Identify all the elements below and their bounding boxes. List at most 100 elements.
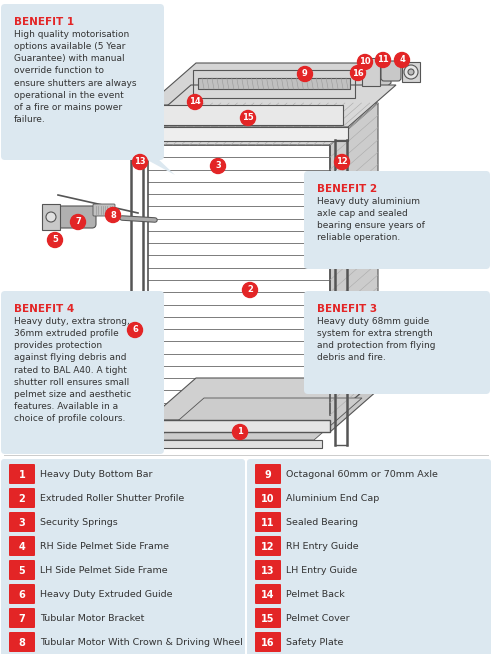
- Text: Heavy Duty Extruded Guide: Heavy Duty Extruded Guide: [40, 590, 173, 599]
- Text: 3: 3: [19, 517, 26, 528]
- Circle shape: [211, 158, 225, 173]
- FancyBboxPatch shape: [58, 206, 96, 228]
- Circle shape: [243, 283, 257, 298]
- Bar: [193, 70, 355, 98]
- Text: 6: 6: [132, 326, 138, 334]
- Bar: [362, 58, 380, 86]
- Text: 12: 12: [261, 542, 275, 551]
- Text: BENEFIT 4: BENEFIT 4: [14, 304, 74, 314]
- Text: 9: 9: [302, 69, 308, 78]
- FancyBboxPatch shape: [9, 488, 35, 508]
- Polygon shape: [155, 355, 160, 378]
- Text: Tubular Motor Bracket: Tubular Motor Bracket: [40, 614, 144, 623]
- FancyBboxPatch shape: [255, 488, 281, 508]
- Text: 3: 3: [215, 162, 221, 171]
- Polygon shape: [148, 378, 378, 420]
- Text: 12: 12: [336, 158, 348, 167]
- Text: 10: 10: [359, 58, 371, 67]
- Polygon shape: [343, 63, 391, 125]
- FancyBboxPatch shape: [93, 204, 115, 216]
- Circle shape: [233, 424, 247, 439]
- Text: 13: 13: [134, 158, 146, 167]
- Text: 11: 11: [261, 517, 275, 528]
- Circle shape: [404, 65, 418, 79]
- Text: 2: 2: [247, 286, 253, 294]
- Text: BENEFIT 1: BENEFIT 1: [14, 17, 74, 27]
- FancyBboxPatch shape: [255, 560, 281, 580]
- Circle shape: [375, 52, 391, 67]
- Text: 16: 16: [261, 638, 275, 647]
- Bar: [42, 204, 60, 230]
- Text: 14: 14: [261, 589, 275, 600]
- Text: 1: 1: [19, 470, 26, 479]
- Bar: [148, 105, 343, 125]
- Text: BENEFIT 3: BENEFIT 3: [317, 304, 377, 314]
- FancyBboxPatch shape: [304, 171, 490, 269]
- Bar: [156, 440, 322, 448]
- Bar: [198, 78, 350, 89]
- FancyBboxPatch shape: [0, 0, 492, 460]
- FancyBboxPatch shape: [9, 536, 35, 556]
- Circle shape: [298, 67, 312, 82]
- Text: 2: 2: [19, 494, 26, 504]
- Bar: [143, 127, 348, 141]
- Circle shape: [70, 215, 86, 230]
- Text: RH Entry Guide: RH Entry Guide: [286, 542, 359, 551]
- Text: 1: 1: [237, 428, 243, 436]
- Circle shape: [187, 94, 203, 109]
- Text: 5: 5: [19, 566, 26, 576]
- Text: 4: 4: [19, 542, 26, 551]
- FancyBboxPatch shape: [9, 560, 35, 580]
- Text: 4: 4: [399, 56, 405, 65]
- Text: 8: 8: [19, 638, 26, 647]
- FancyBboxPatch shape: [255, 632, 281, 652]
- Text: 6: 6: [19, 589, 26, 600]
- Text: Sealed Bearing: Sealed Bearing: [286, 518, 358, 527]
- FancyBboxPatch shape: [255, 584, 281, 604]
- FancyBboxPatch shape: [9, 632, 35, 652]
- FancyBboxPatch shape: [304, 291, 490, 394]
- Text: 13: 13: [261, 566, 275, 576]
- FancyBboxPatch shape: [9, 512, 35, 532]
- Text: Pelmet Cover: Pelmet Cover: [286, 614, 350, 623]
- Text: Tubular Motor With Crown & Driving Wheel: Tubular Motor With Crown & Driving Wheel: [40, 638, 243, 647]
- Text: RH Side Pelmet Side Frame: RH Side Pelmet Side Frame: [40, 542, 169, 551]
- Circle shape: [132, 154, 148, 169]
- Text: Safety Plate: Safety Plate: [286, 638, 343, 647]
- FancyBboxPatch shape: [9, 464, 35, 484]
- Text: Heavy duty 68mm guide
system for extra strength
and protection from flying
debri: Heavy duty 68mm guide system for extra s…: [317, 317, 435, 362]
- Text: Pelmet Back: Pelmet Back: [286, 590, 345, 599]
- FancyBboxPatch shape: [255, 536, 281, 556]
- Polygon shape: [140, 156, 175, 175]
- Circle shape: [46, 212, 56, 222]
- Text: 9: 9: [265, 470, 272, 479]
- Text: LH Side Pelmet Side Frame: LH Side Pelmet Side Frame: [40, 566, 168, 575]
- FancyBboxPatch shape: [1, 4, 164, 160]
- Text: Heavy duty aluminium
axle cap and sealed
bearing ensure years of
reliable operat: Heavy duty aluminium axle cap and sealed…: [317, 197, 425, 243]
- Text: 7: 7: [75, 218, 81, 226]
- Bar: [402, 62, 420, 82]
- FancyBboxPatch shape: [247, 459, 491, 654]
- FancyBboxPatch shape: [381, 61, 401, 81]
- FancyBboxPatch shape: [255, 464, 281, 484]
- Text: BENEFIT 2: BENEFIT 2: [317, 184, 377, 194]
- Polygon shape: [330, 103, 378, 415]
- Polygon shape: [156, 398, 362, 440]
- Circle shape: [241, 111, 255, 126]
- Text: Heavy Duty Bottom Bar: Heavy Duty Bottom Bar: [40, 470, 153, 479]
- Text: LH Entry Guide: LH Entry Guide: [286, 566, 357, 575]
- Text: Aluminium End Cap: Aluminium End Cap: [286, 494, 379, 503]
- Polygon shape: [308, 336, 338, 348]
- Circle shape: [48, 233, 62, 247]
- Text: 8: 8: [110, 211, 116, 220]
- Text: Extruded Roller Shutter Profile: Extruded Roller Shutter Profile: [40, 494, 184, 503]
- Text: 14: 14: [189, 97, 201, 107]
- Circle shape: [408, 69, 414, 75]
- Circle shape: [127, 322, 143, 337]
- Text: Octagonal 60mm or 70mm Axle: Octagonal 60mm or 70mm Axle: [286, 470, 438, 479]
- Circle shape: [358, 54, 372, 69]
- Polygon shape: [148, 103, 378, 145]
- Polygon shape: [330, 378, 378, 432]
- Text: 5: 5: [52, 235, 58, 245]
- Circle shape: [395, 52, 409, 67]
